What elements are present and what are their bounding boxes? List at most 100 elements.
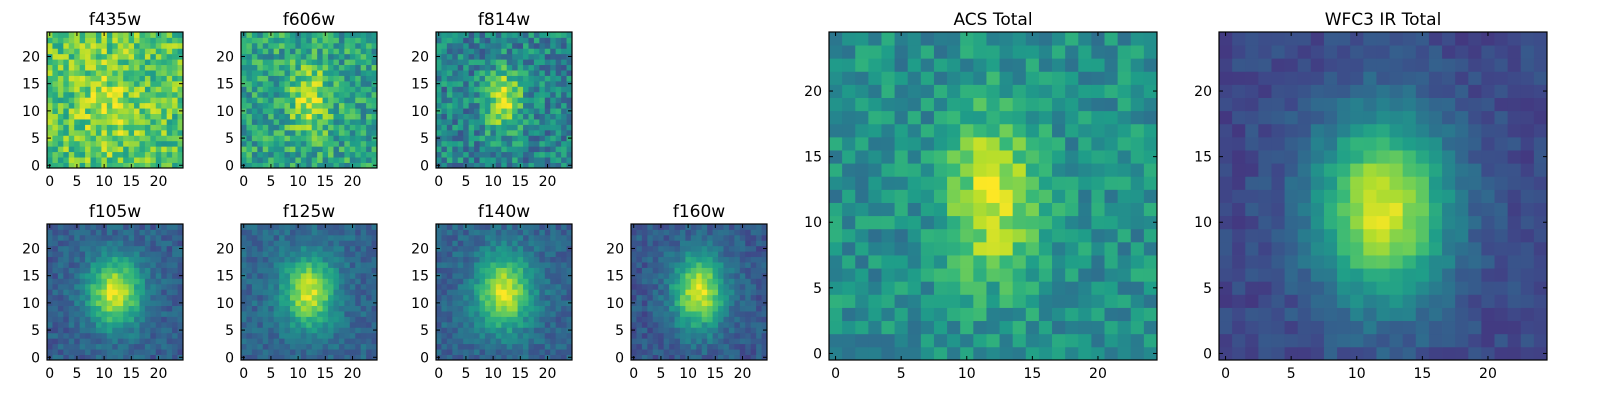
heatmap-cell [490,262,497,268]
heatmap-cell [523,140,529,147]
heatmap-cell [723,283,730,290]
heatmap-cell [479,86,486,93]
heatmap-cell [745,272,752,279]
heatmap-cell [561,135,567,142]
heatmap-cell [57,327,64,334]
heatmap-cell [561,124,567,131]
heatmap-cell [474,245,480,252]
heatmap-cell [112,37,119,44]
heatmap-cell [506,124,513,131]
heatmap-cell [322,70,329,76]
heatmap-cell [468,224,475,230]
heatmap-cell [490,37,497,44]
heatmap-cell [128,272,135,279]
heatmap-cell [636,289,643,296]
heatmap-cell [555,251,562,258]
heatmap-cell [295,240,302,247]
heatmap-cell [371,283,378,290]
heatmap-cell [718,349,724,355]
heatmap-cell [468,311,475,317]
heatmap-cell [279,321,285,328]
heatmap-cell [457,316,464,323]
heatmap-cell [523,332,529,339]
heatmap-cell [468,272,475,279]
heatmap-cell [268,91,275,98]
heatmap-cell [284,64,291,71]
heatmap-cell [484,332,491,339]
heatmap-cell [463,300,470,306]
heatmap-cell [284,305,291,312]
heatmap-cell [317,283,323,290]
heatmap-cell [544,272,551,279]
heatmap-cell [1078,228,1092,243]
heatmap-cell [855,176,869,190]
heatmap-cell [452,343,459,350]
heatmap-cell [112,42,119,49]
heatmap-cell [57,64,64,71]
heatmap-cell [474,32,480,38]
heatmap-cell [85,224,91,230]
heatmap-cell [561,86,567,93]
heatmap-cell [117,64,124,71]
heatmap-cell [999,189,1014,203]
heatmap-cell [355,86,362,93]
heatmap-cell [139,289,146,296]
heatmap-cell [155,129,162,136]
heatmap-cell [257,135,264,142]
heatmap-cell [652,251,659,258]
heatmap-cell [333,59,340,66]
heatmap-cell [322,272,329,279]
heatmap-cell [68,349,75,355]
heatmap-cell [446,332,453,339]
heatmap-cell [495,162,502,169]
heatmap-cell [279,91,285,98]
heatmap-cell [355,59,362,66]
heatmap-cell [262,343,269,350]
heatmap-cell [501,64,508,71]
heatmap-cell [457,272,464,279]
heatmap-cell [696,245,703,252]
heatmap-cell [894,255,909,269]
heatmap-cell [311,162,318,169]
heatmap-cell [295,37,302,44]
heatmap-cell [268,108,275,114]
heatmap-cell [134,245,140,252]
heatmap-cell [842,333,856,348]
heatmap-cell [490,129,497,136]
heatmap-cell [474,229,480,236]
heatmap-cell [344,75,351,82]
heatmap-cell [528,311,535,317]
heatmap-cell [139,343,146,350]
heatmap-cell [468,91,475,98]
heatmap-cell [344,37,351,44]
heatmap-cell [106,343,113,350]
heatmap-cell [150,59,157,66]
heatmap-cell [1065,268,1079,282]
heatmap-cell [707,327,713,334]
heatmap-cell [441,294,448,301]
heatmap-cell [177,229,184,236]
heatmap-cell [446,146,453,153]
heatmap-cell [495,245,502,252]
heatmap-cell [161,256,168,263]
heatmap-cell [52,91,59,98]
heatmap-cell [366,146,372,153]
heatmap-cell [349,316,356,323]
heatmap-cell [262,86,269,93]
heatmap-cell [150,267,157,274]
heatmap-cell [501,224,508,230]
heatmap-cell [360,349,367,355]
heatmap-cell [95,245,102,252]
heatmap-cell [1117,268,1132,282]
heatmap-cell [150,86,157,93]
heatmap-cell [166,124,173,131]
heatmap-cell [52,338,59,345]
heatmap-cell [268,251,275,258]
heatmap-cell [172,240,178,247]
heatmap-cell [479,305,486,312]
heatmap-cell [506,53,513,60]
heatmap-cell [474,129,480,136]
heatmap-cell [74,42,81,49]
heatmap-cell [495,338,502,345]
heatmap-cell [355,278,362,285]
